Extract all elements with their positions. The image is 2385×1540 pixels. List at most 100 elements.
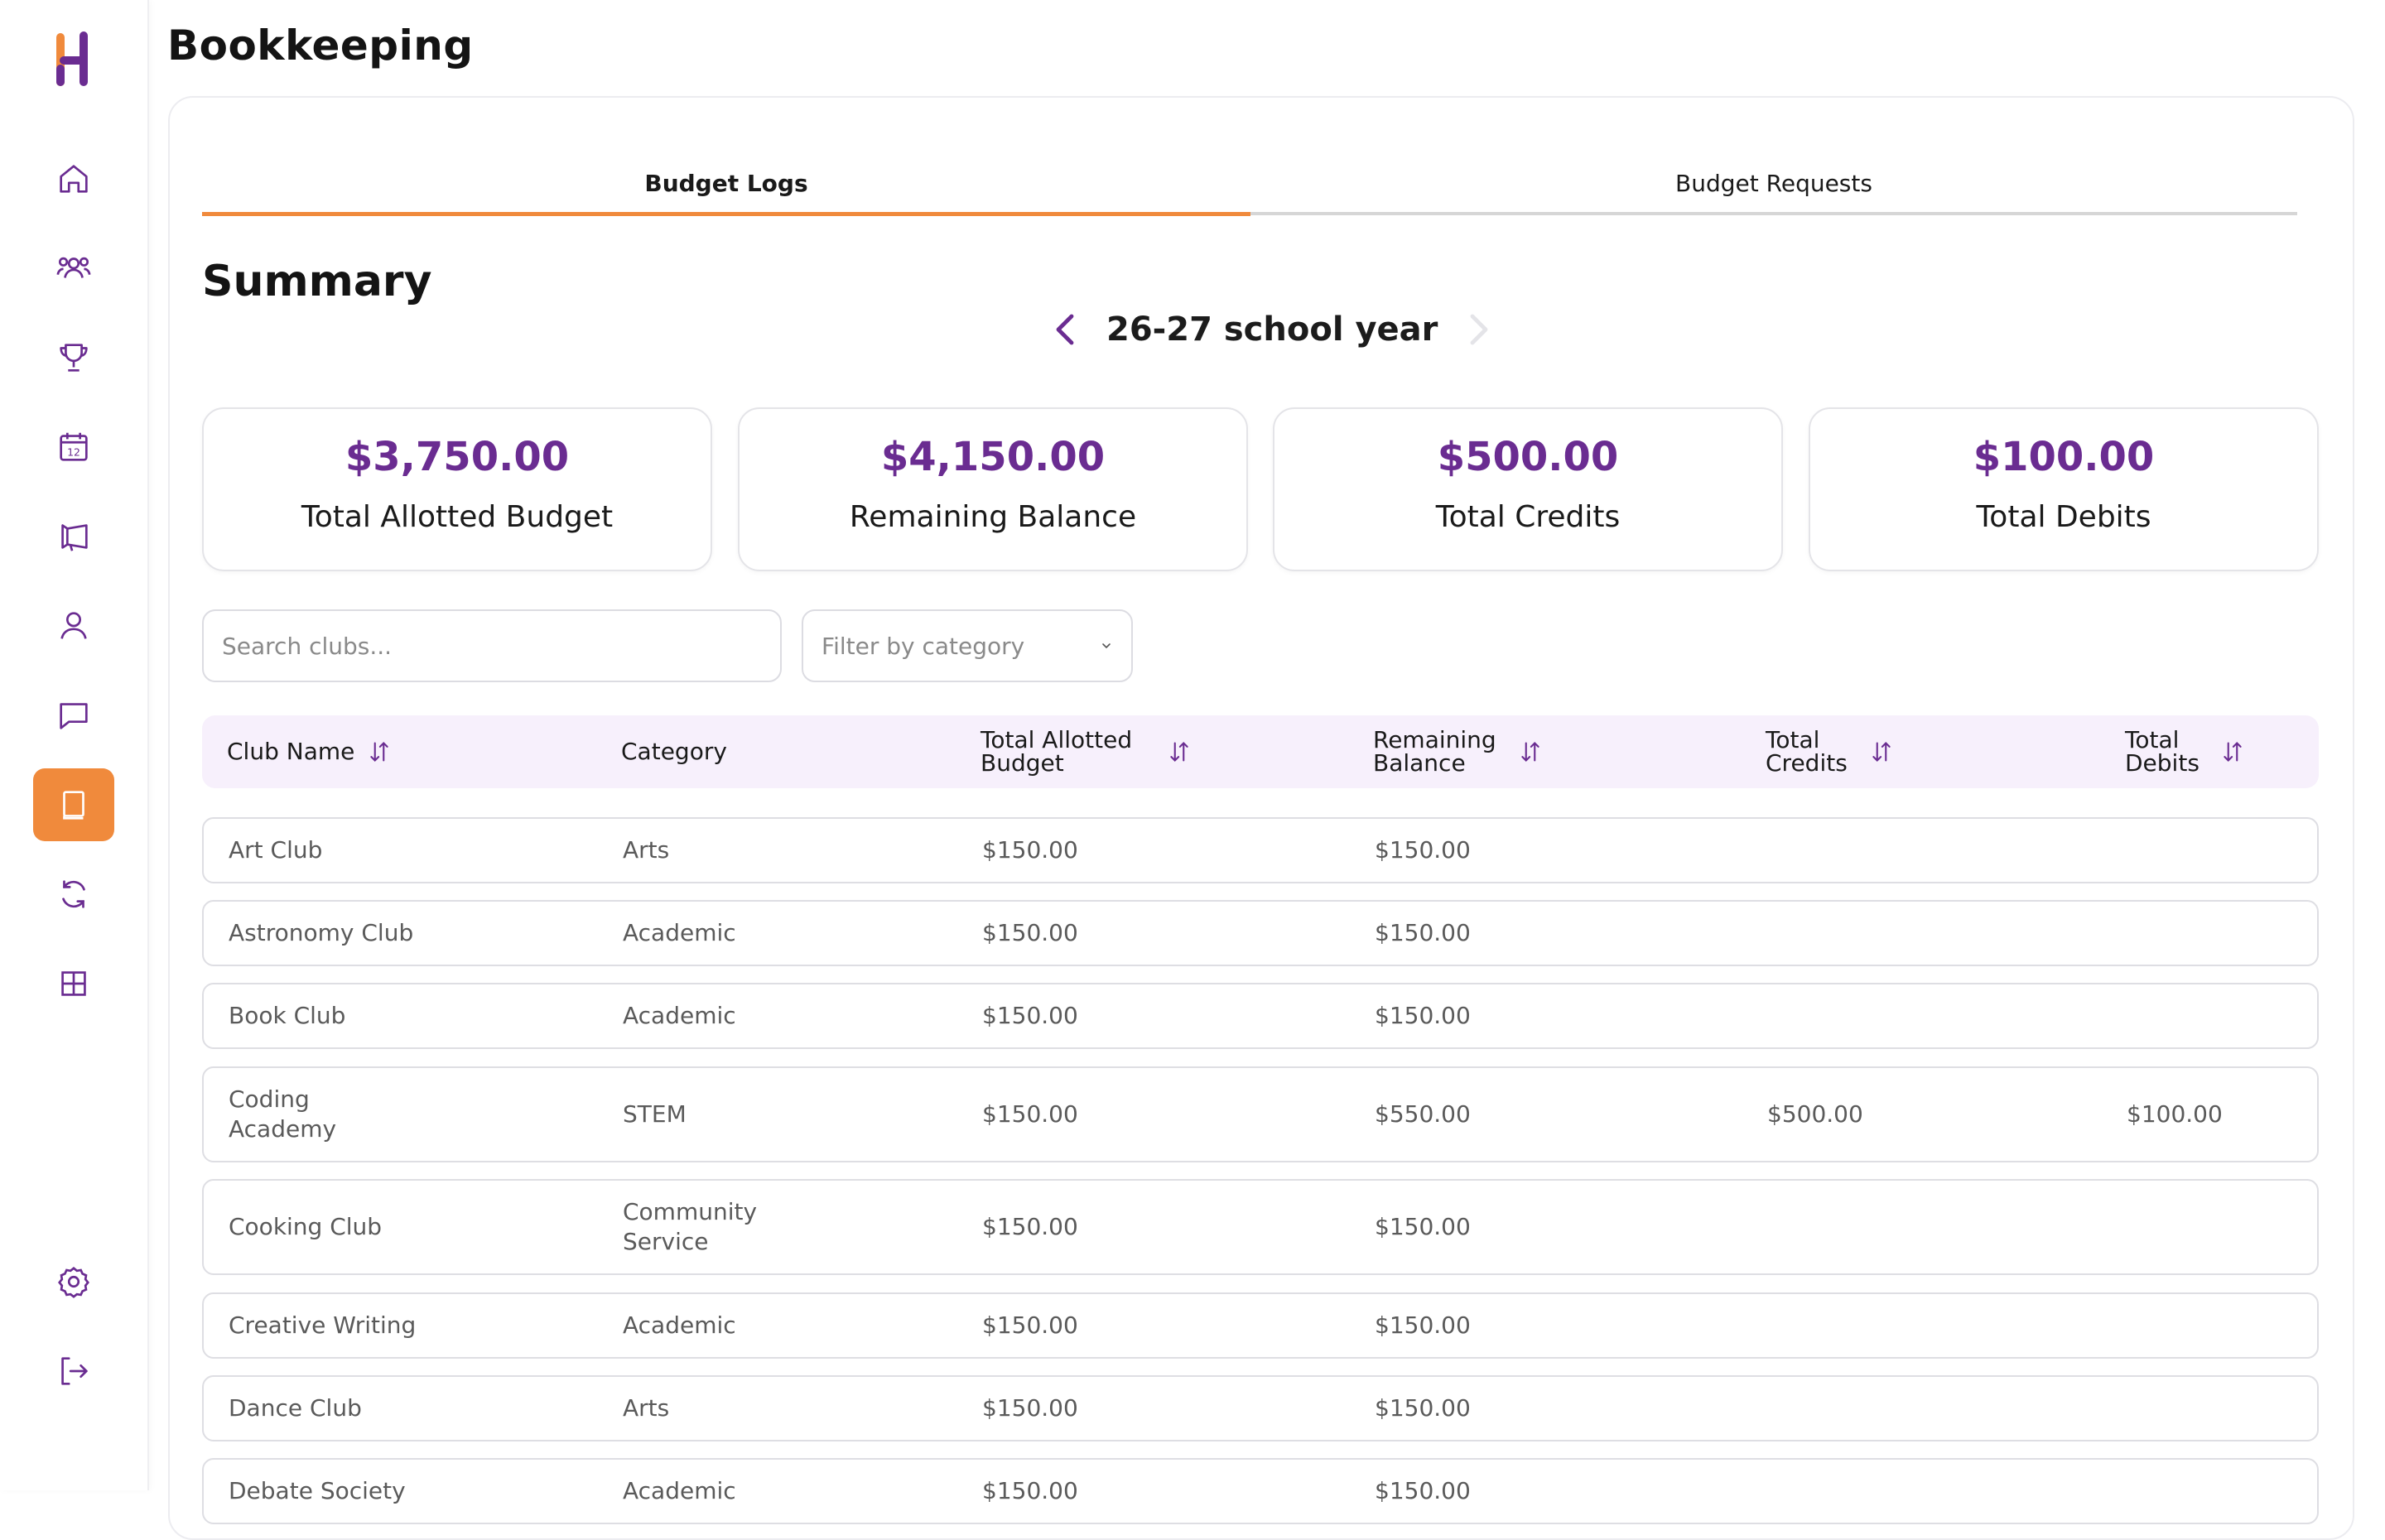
logout-icon	[61, 1357, 88, 1385]
club-name-cell: Coding Academy	[229, 1085, 337, 1143]
sort-icon[interactable]	[2221, 740, 2244, 763]
debits-cell	[2127, 984, 2309, 1047]
nav-members[interactable]	[33, 232, 114, 305]
user-icon	[60, 612, 87, 639]
credits-cell	[1767, 819, 2098, 882]
nav-dashboard[interactable]	[33, 947, 114, 1020]
allotted-budget-cell: $150.00	[982, 1100, 1078, 1128]
chevron-left-icon	[1056, 314, 1074, 345]
chat-icon	[60, 703, 88, 729]
stat-label: Remaining Balance	[849, 500, 1137, 534]
allotted-budget-cell: $150.00	[982, 1477, 1078, 1504]
category-filter-placeholder: Filter by category	[822, 632, 1025, 660]
column-header-label: Remaining Balance	[1373, 726, 1496, 777]
nav-sync[interactable]	[33, 858, 114, 931]
category-cell: Academic	[623, 919, 736, 946]
calendar-badge: 12	[67, 446, 80, 459]
credits-cell	[1767, 902, 2098, 965]
settings-icon	[58, 1266, 89, 1298]
sort-icon[interactable]	[368, 740, 391, 763]
nav-logout[interactable]	[33, 1335, 114, 1408]
column-header-label: Total Debits	[2125, 726, 2200, 777]
chevron-down-icon	[1102, 643, 1111, 649]
column-header-label: Total Allotted Budget	[980, 726, 1133, 777]
category-cell: STEM	[623, 1100, 687, 1128]
users-icon	[56, 257, 91, 278]
club-name-cell: Debate Society	[229, 1477, 406, 1504]
book-icon	[63, 791, 84, 820]
sort-icon[interactable]	[1519, 740, 1542, 763]
refresh-icon	[62, 880, 85, 908]
nav-profile[interactable]	[33, 590, 114, 662]
nav-announcements[interactable]	[33, 500, 114, 573]
remaining-balance-cell: $150.00	[1375, 1394, 1471, 1422]
category-filter-select[interactable]: Filter by category	[802, 609, 1133, 682]
stat-value: $3,750.00	[344, 434, 570, 480]
nav-settings[interactable]	[33, 1245, 114, 1318]
tab-budget-logs[interactable]: Budget Logs	[202, 154, 1250, 216]
nav-awards[interactable]	[33, 321, 114, 394]
column-header-total-credits[interactable]: Total Credits	[1766, 715, 1893, 788]
table-row[interactable]: Cooking Club Community Service $150.00 $…	[202, 1179, 2319, 1275]
megaphone-icon	[61, 524, 88, 551]
debits-cell	[2127, 1294, 2309, 1357]
year-navigator: 26-27 school year	[1043, 305, 1501, 354]
table-row[interactable]: Dance Club Arts $150.00 $150.00	[202, 1375, 2319, 1441]
debits-cell	[2127, 1181, 2309, 1273]
category-cell: Academic	[623, 1477, 736, 1504]
chevron-right-icon	[1470, 314, 1488, 345]
credits-cell	[1767, 1294, 2098, 1357]
stat-card-remaining-balance: $4,150.00 Remaining Balance	[738, 407, 1248, 571]
credits-cell	[1767, 984, 2098, 1047]
app-logo[interactable]	[50, 28, 96, 91]
column-header-label: Club Name	[227, 738, 355, 765]
stat-value: $4,150.00	[880, 434, 1106, 480]
sort-icon[interactable]	[1168, 740, 1191, 763]
stat-card-total-allotted: $3,750.00 Total Allotted Budget	[202, 407, 712, 571]
club-name-cell: Astronomy Club	[229, 919, 414, 946]
table-row[interactable]: Art Club Arts $150.00 $150.00	[202, 817, 2319, 883]
school-year-label: 26-27 school year	[1106, 310, 1438, 349]
column-header-total-debits[interactable]: Total Debits	[2125, 715, 2244, 788]
column-header-club-name[interactable]: Club Name	[227, 715, 391, 788]
nav-messages[interactable]	[33, 679, 114, 752]
next-year-button[interactable]	[1456, 305, 1501, 354]
table-row[interactable]: Creative Writing Academic $150.00 $150.0…	[202, 1292, 2319, 1359]
previous-year-button[interactable]	[1043, 305, 1088, 354]
column-header-remaining-balance[interactable]: Remaining Balance	[1373, 715, 1542, 788]
stat-label: Total Allotted Budget	[301, 500, 614, 534]
stat-label: Total Credits	[1435, 500, 1621, 534]
allotted-budget-cell: $150.00	[982, 1213, 1078, 1240]
stat-card-total-credits: $500.00 Total Credits	[1273, 407, 1783, 571]
home-icon	[60, 165, 88, 193]
remaining-balance-cell: $150.00	[1375, 919, 1471, 946]
credits-cell	[1767, 1181, 2098, 1273]
table-row[interactable]: Coding Academy STEM $150.00 $550.00 $500…	[202, 1066, 2319, 1162]
column-header-total-allotted-budget[interactable]: Total Allotted Budget	[980, 715, 1191, 788]
stat-value: $100.00	[1973, 434, 2155, 480]
table-row[interactable]: Astronomy Club Academic $150.00 $150.00	[202, 900, 2319, 966]
search-input[interactable]	[202, 609, 782, 682]
remaining-balance-cell: $150.00	[1375, 1477, 1471, 1504]
tab-bar: Budget Logs Budget Requests	[202, 154, 2297, 216]
nav-bookkeeping[interactable]	[33, 768, 114, 841]
nav-home[interactable]	[33, 142, 114, 215]
category-cell: Arts	[623, 836, 670, 864]
column-header-label: Total Credits	[1766, 726, 1848, 777]
sort-icon[interactable]	[1870, 740, 1893, 763]
nav-calendar[interactable]: 12	[33, 411, 114, 484]
category-cell: Academic	[623, 1311, 736, 1339]
credits-cell	[1767, 1460, 2098, 1523]
club-name-cell: Book Club	[229, 1002, 346, 1029]
debits-cell	[2127, 902, 2309, 965]
allotted-budget-cell: $150.00	[982, 919, 1078, 946]
table-row[interactable]: Debate Society Academic $150.00 $150.00	[202, 1458, 2319, 1524]
grid-icon	[61, 971, 86, 996]
club-name-cell: Dance Club	[229, 1394, 362, 1422]
club-name-cell: Creative Writing	[229, 1311, 417, 1339]
category-cell: Arts	[623, 1394, 670, 1422]
tab-budget-requests[interactable]: Budget Requests	[1250, 154, 2297, 215]
remaining-balance-cell: $150.00	[1375, 1213, 1471, 1240]
table-row[interactable]: Book Club Academic $150.00 $150.00	[202, 983, 2319, 1049]
column-header-category: Category	[621, 715, 727, 788]
